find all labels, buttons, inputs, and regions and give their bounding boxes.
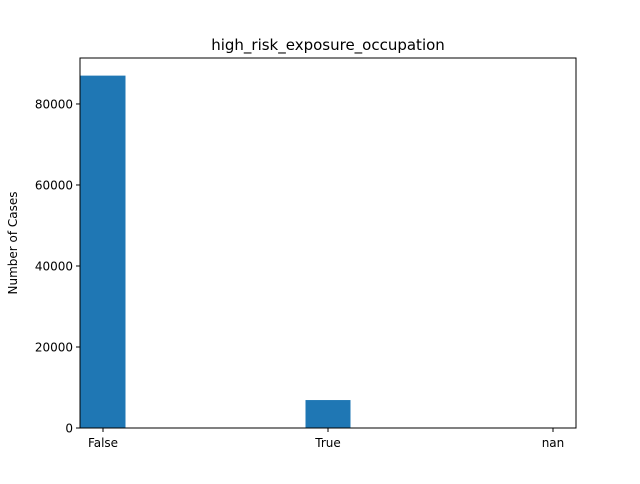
- x-tick-label: True: [314, 436, 341, 450]
- y-tick-label: 40000: [35, 259, 73, 273]
- y-tick-label: 60000: [35, 178, 73, 192]
- bar-true: [305, 400, 351, 428]
- bars-group: [80, 75, 351, 429]
- plot-frame: [79, 57, 577, 429]
- x-axis-ticks: False True nan: [88, 428, 564, 450]
- chart-title: high_risk_exposure_occupation: [211, 36, 445, 55]
- y-axis-ticks: 0 20000 40000 60000 80000: [35, 97, 80, 436]
- bar-false: [80, 75, 126, 429]
- x-tick-label: nan: [542, 436, 565, 450]
- x-tick-label: False: [88, 436, 118, 450]
- y-axis-label: Number of Cases: [6, 191, 20, 294]
- y-tick-label: 80000: [35, 97, 73, 111]
- y-tick-label: 20000: [35, 340, 73, 354]
- y-tick-label: 0: [65, 422, 73, 436]
